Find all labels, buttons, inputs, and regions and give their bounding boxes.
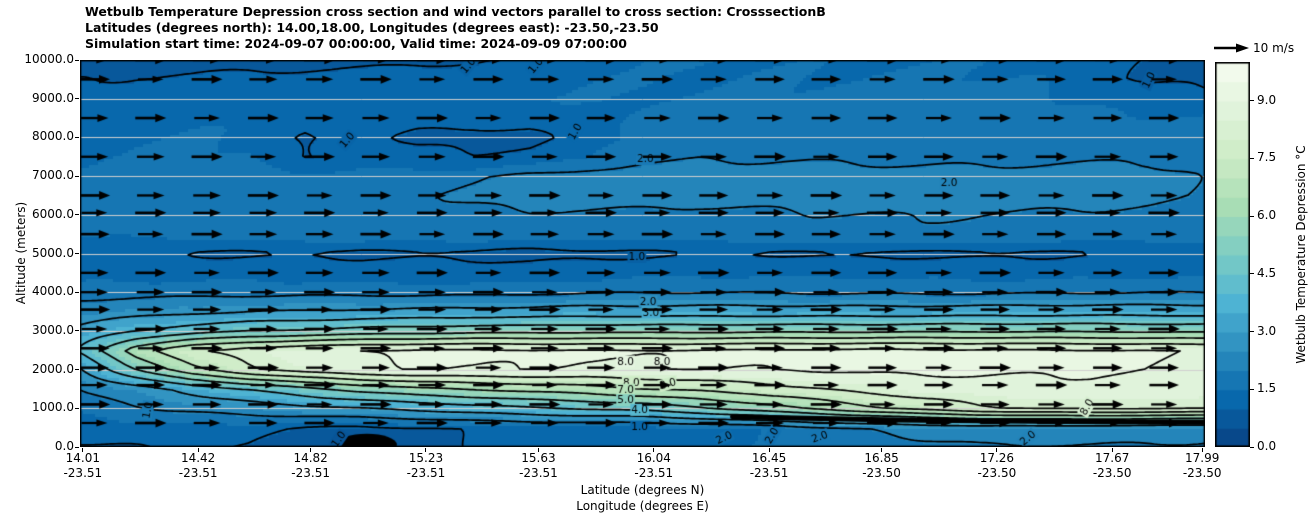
colorbar-canvas (1215, 62, 1250, 447)
x-tick-label: 15.23 -23.51 (406, 451, 446, 480)
y-tick-mark (75, 253, 79, 254)
y-tick-label: 9000.0 (32, 90, 74, 105)
y-tick-label: 4000.0 (32, 284, 74, 299)
colorbar-tick-mark (1250, 331, 1254, 332)
y-tick-label: 3000.0 (32, 322, 74, 337)
colorbar-tick-label: 4.5 (1257, 265, 1277, 280)
title-line-3: Simulation start time: 2024-09-07 00:00:… (85, 36, 627, 51)
y-tick-mark (75, 59, 79, 61)
x-tick-mark (197, 448, 199, 452)
x-tick-mark (768, 448, 770, 452)
x-axis-label-latitude: Latitude (degrees N) (580, 483, 705, 497)
chart-title: Wetbulb Temperature Depression cross sec… (85, 4, 826, 52)
y-tick-label: 7000.0 (32, 168, 74, 183)
colorbar-tick-label: 9.0 (1257, 92, 1277, 107)
x-tick-mark (1201, 448, 1203, 452)
y-tick-mark (75, 98, 79, 100)
y-tick-mark (75, 446, 79, 448)
x-tick-label: 15.63 -23.51 (519, 451, 558, 480)
y-tick-mark (75, 330, 79, 332)
x-tick-mark (881, 448, 883, 452)
colorbar-tick-label: 3.0 (1257, 323, 1277, 338)
title-line-2: Latitudes (degrees north): 14.00,18.00, … (85, 20, 659, 35)
colorbar-tick-mark (1250, 215, 1254, 217)
x-tick-mark (653, 448, 655, 452)
x-tick-mark (425, 448, 427, 452)
y-tick-label: 1000.0 (32, 400, 74, 415)
colorbar-tick-mark (1250, 446, 1254, 448)
wind-scale-arrow-icon (1214, 43, 1249, 53)
colorbar-tick-mark (1250, 157, 1254, 159)
y-tick-mark (75, 407, 79, 409)
y-tick-mark (75, 175, 79, 177)
y-tick-label: 2000.0 (32, 361, 74, 376)
x-tick-label: 14.01 -23.51 (63, 451, 103, 480)
y-tick-label: 8000.0 (32, 129, 74, 144)
y-tick-label: 5000.0 (32, 245, 74, 260)
x-tick-mark (82, 448, 84, 452)
x-tick-mark (1111, 448, 1113, 452)
y-tick-mark (75, 214, 79, 216)
colorbar-tick-label: 7.5 (1257, 150, 1277, 165)
colorbar-tick-mark (1250, 100, 1254, 101)
colorbar-tick-label: 0.0 (1257, 439, 1277, 453)
x-tick-label: 14.42 -23.51 (178, 451, 218, 480)
title-line-1: Wetbulb Temperature Depression cross sec… (85, 4, 826, 19)
x-tick-mark (537, 448, 539, 452)
contour-plot-canvas (80, 60, 1205, 447)
x-tick-label: 14.82 -23.51 (291, 451, 330, 480)
y-tick-mark (75, 136, 79, 138)
colorbar-tick-mark (1250, 273, 1254, 275)
x-tick-mark (310, 448, 312, 452)
y-tick-mark (75, 369, 79, 371)
x-axis-label-longitude: Longitude (degrees E) (576, 499, 709, 513)
y-tick-label: 10000.0 (24, 52, 74, 66)
x-tick-label: 17.99 -23.50 (1182, 451, 1222, 480)
x-tick-label: 17.67 -23.50 (1092, 451, 1132, 480)
y-tick-label: 6000.0 (32, 206, 74, 221)
y-tick-mark (75, 291, 79, 293)
x-tick-label: 17.26 -23.50 (977, 451, 1017, 480)
colorbar-tick-mark (1250, 388, 1254, 390)
x-tick-label: 16.85 -23.50 (862, 451, 901, 480)
wind-scale-label: 10 m/s (1253, 41, 1295, 55)
y-tick-label: 0.0 (54, 439, 74, 453)
colorbar-tick-label: 6.0 (1257, 208, 1277, 222)
x-tick-mark (996, 448, 998, 452)
x-tick-label: 16.45 -23.51 (749, 451, 789, 480)
x-tick-label: 16.04 -23.51 (634, 451, 674, 480)
colorbar-tick-label: 1.5 (1257, 381, 1277, 396)
